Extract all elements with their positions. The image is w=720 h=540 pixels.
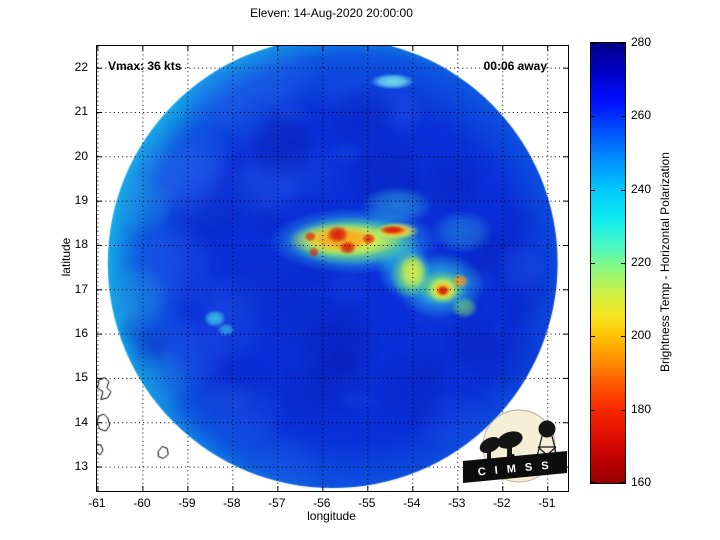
y-tick-label: 20	[74, 148, 88, 163]
colorbar-tick-mark	[621, 116, 625, 118]
satellite-dish-icons	[479, 431, 523, 462]
colorbar-tick-mark	[621, 43, 625, 44]
colorbar-tick-label: 260	[631, 108, 652, 123]
colorbar	[590, 42, 626, 484]
colorbar-tick-label: 220	[631, 255, 652, 269]
y-tick-label: 16	[74, 326, 88, 341]
vmax-annotation: Vmax: 36 kts	[108, 59, 182, 73]
x-tick-label: -51	[538, 496, 556, 510]
y-tick-label: 15	[74, 370, 88, 385]
colorbar-tick-mark	[591, 409, 595, 411]
water-tower-tank	[538, 420, 556, 438]
x-tick-label: -55	[358, 496, 376, 510]
colorbar-tick-mark	[621, 189, 625, 191]
colorbar-tick-mark	[591, 263, 595, 264]
logo-banner	[463, 451, 567, 483]
colorbar-tick-mark	[591, 189, 595, 191]
x-tick-label: -54	[403, 496, 421, 510]
colorbar-tick-label: 280	[631, 35, 652, 49]
x-tick-label: -59	[178, 496, 196, 510]
colorbar-tick-label: 200	[631, 328, 652, 343]
y-tick-label: 17	[74, 281, 88, 296]
x-tick-label: -53	[448, 496, 466, 510]
y-tick-label: 19	[74, 193, 88, 208]
cimss-logo: C I M S S	[463, 409, 567, 483]
colorbar-label: Brightness Temp - Horizontal Polarizatio…	[658, 152, 672, 372]
x-tick-label: -60	[133, 496, 151, 510]
y-tick-label: 22	[74, 60, 88, 75]
colorbar-tick-mark	[621, 482, 625, 483]
x-tick-label: -56	[313, 496, 331, 510]
colorbar-tick-mark	[621, 336, 625, 338]
y-tick-label: 18	[74, 237, 88, 252]
y-tick-label: 21	[74, 104, 88, 119]
x-tick-label: -58	[223, 496, 241, 510]
colorbar-tick-mark	[591, 43, 595, 44]
page-title: Eleven: 14-Aug-2020 20:00:00	[250, 6, 413, 20]
colorbar-tick-mark	[621, 263, 625, 264]
colorbar-tick-mark	[621, 409, 625, 411]
x-tick-label: -61	[88, 496, 106, 510]
y-tick-label: 13	[74, 459, 88, 474]
colorbar-tick-label: 160	[631, 475, 652, 489]
colorbar-tick-mark	[591, 116, 595, 118]
colorbar-tick-label: 180	[631, 401, 652, 416]
x-tick-label: -57	[268, 496, 286, 510]
colorbar-tick-mark	[591, 482, 595, 483]
colorbar-tick-label: 240	[631, 181, 652, 196]
eta-annotation: 00:06 away	[483, 59, 547, 73]
satellite-swath-image	[97, 46, 568, 491]
x-tick-label: -52	[493, 496, 511, 510]
colorbar-tick-mark	[591, 336, 595, 338]
x-axis-label: longitude	[307, 509, 356, 523]
y-axis-label: latitude	[59, 237, 73, 277]
y-tick-label: 14	[74, 414, 88, 429]
